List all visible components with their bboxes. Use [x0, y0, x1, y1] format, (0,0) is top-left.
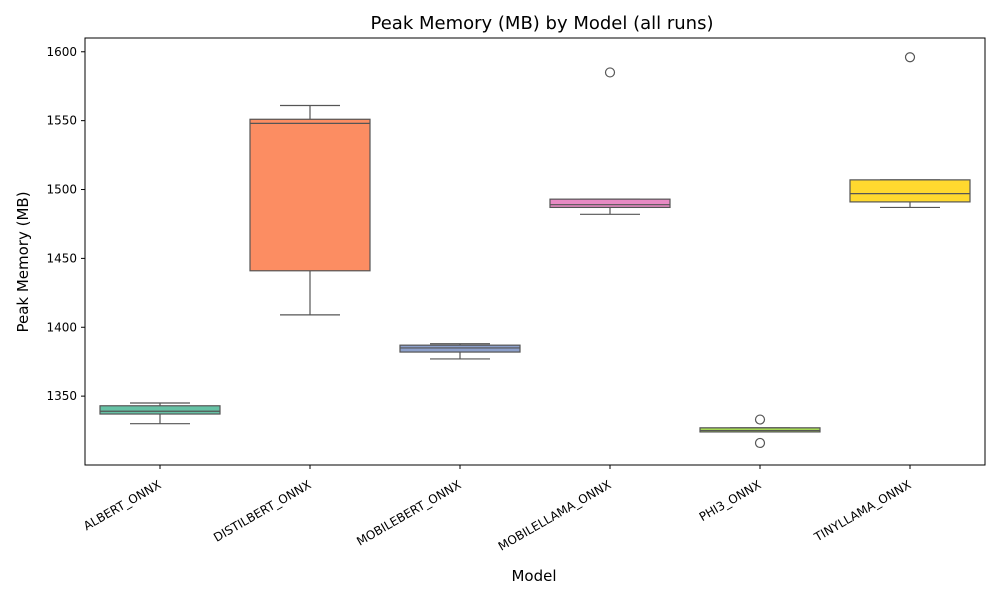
outlier-point	[604, 67, 616, 78]
outlier-point	[754, 437, 766, 449]
box	[399, 344, 521, 353]
y-axis: 1350 1400 1450 1500 1550 1600	[46, 45, 85, 403]
box	[99, 405, 221, 415]
box-group	[699, 414, 821, 449]
outlier-point	[904, 52, 916, 63]
chart-title: Peak Memory (MB) by Model (all runs)	[371, 13, 714, 34]
box-group	[549, 67, 671, 215]
y-tick-label: 1400	[46, 320, 77, 334]
x-tick-label: ALBERT_ONNX	[81, 477, 163, 533]
plot-frame	[84, 37, 986, 466]
box-group	[849, 52, 971, 209]
x-axis: ALBERT_ONNX DISTILBERT_ONNX MOBILEBERT_ONN…	[81, 465, 914, 554]
x-axis-label: Model	[511, 567, 556, 585]
x-tick-label: DISTILBERT_ONNX	[211, 477, 313, 544]
box	[549, 198, 671, 209]
box	[849, 179, 971, 203]
x-tick-label: PHI3_ONNX	[697, 477, 764, 524]
box-group	[399, 343, 521, 360]
x-tick-label: MOBILEBERT_ONNX	[354, 477, 463, 548]
y-tick-label: 1550	[46, 114, 77, 128]
x-tick-label: MOBILELLAMA_ONNX	[496, 477, 614, 553]
box	[249, 118, 371, 272]
x-tick-label: TINYLLAMA_ONNX	[811, 477, 913, 544]
y-tick-label: 1600	[46, 45, 77, 59]
y-tick-label: 1450	[46, 251, 77, 265]
outlier-point	[754, 414, 766, 425]
box-group	[249, 104, 371, 316]
plot-area	[84, 37, 986, 466]
y-axis-label: Peak Memory (MB)	[14, 191, 32, 332]
box	[699, 427, 821, 433]
y-tick-label: 1500	[46, 183, 77, 197]
box-group	[99, 402, 221, 425]
y-tick-label: 1350	[46, 389, 77, 403]
